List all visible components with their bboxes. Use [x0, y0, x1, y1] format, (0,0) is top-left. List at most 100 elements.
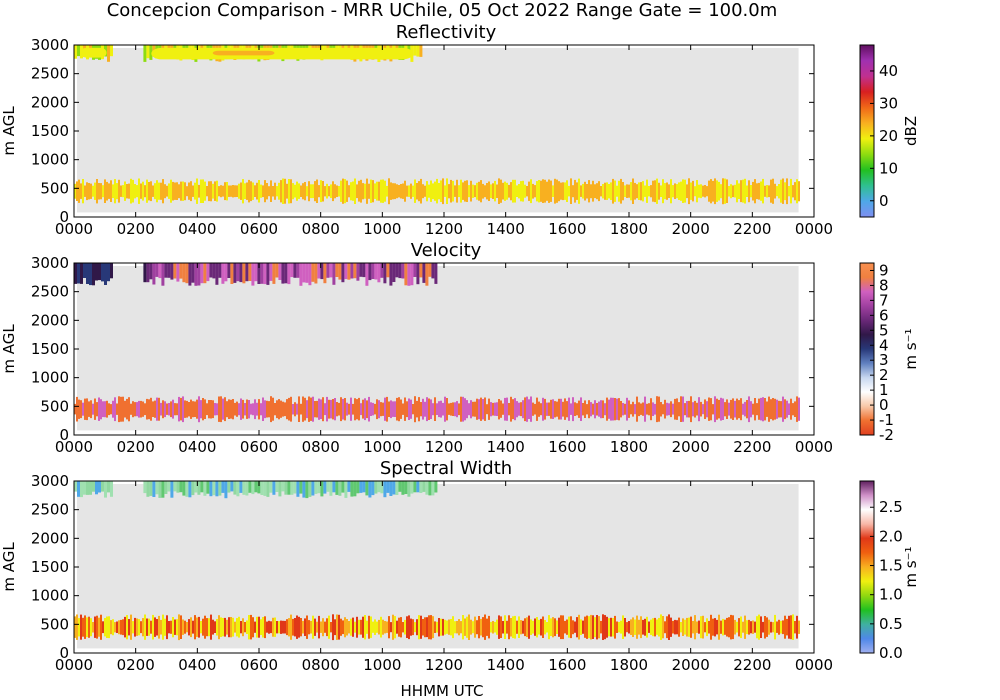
echo-column — [560, 182, 562, 200]
echo-column — [596, 403, 598, 416]
echo-column — [88, 183, 90, 200]
echo-column — [454, 621, 456, 634]
echo-column — [200, 481, 204, 493]
echo-column — [86, 182, 88, 201]
echo-column — [526, 396, 528, 422]
echo-column — [310, 397, 312, 421]
echo-column — [762, 621, 764, 633]
echo-column — [632, 401, 634, 417]
lower-echo-band — [74, 396, 800, 423]
echo-column — [352, 617, 354, 637]
echo-column — [158, 263, 162, 279]
echo-column — [792, 403, 794, 416]
echo-column — [736, 180, 738, 203]
echo-column — [442, 178, 444, 205]
echo-column — [436, 403, 438, 415]
echo-column — [710, 398, 712, 421]
echo-column — [275, 263, 279, 278]
echo-column — [774, 398, 776, 420]
echo-column — [796, 615, 798, 639]
echo-column — [434, 181, 436, 201]
echo-column — [392, 183, 394, 200]
echo-column — [196, 178, 198, 204]
echo-column — [534, 403, 536, 415]
echo-column — [614, 398, 616, 421]
echo-column — [118, 620, 120, 635]
echo-column — [224, 397, 226, 422]
echo-column — [546, 402, 548, 416]
echo-column — [648, 621, 650, 633]
echo-column — [302, 396, 304, 422]
echo-column — [638, 182, 640, 200]
echo-column — [248, 481, 252, 493]
echo-column — [732, 398, 734, 420]
echo-column — [424, 401, 426, 417]
echo-column — [158, 182, 160, 200]
echo-column — [730, 399, 732, 419]
y-tick-label: 1500 — [31, 340, 69, 358]
echo-column — [362, 616, 364, 638]
echo-column — [420, 178, 422, 204]
echo-column — [796, 396, 798, 422]
echo-column — [206, 481, 210, 494]
echo-column — [240, 398, 242, 420]
echo-column — [377, 481, 381, 493]
echo-column — [80, 481, 83, 498]
echo-column — [282, 620, 284, 634]
echo-column — [620, 620, 622, 634]
echo-column — [302, 481, 306, 498]
echo-column — [600, 400, 602, 419]
echo-column — [736, 621, 738, 633]
echo-column — [368, 481, 372, 498]
echo-column — [390, 182, 392, 200]
echo-column — [648, 186, 650, 197]
echo-column — [766, 401, 768, 417]
echo-column — [788, 615, 790, 639]
echo-column — [572, 397, 574, 422]
echo-column — [425, 263, 429, 286]
echo-column — [374, 403, 376, 415]
echo-column — [536, 617, 538, 638]
echo-column — [524, 184, 526, 198]
echo-column — [790, 398, 792, 420]
echo-column — [260, 184, 262, 198]
echo-column — [654, 180, 656, 203]
echo-column — [257, 263, 261, 284]
echo-column — [510, 618, 512, 637]
echo-column — [680, 181, 682, 201]
echo-column — [498, 399, 500, 420]
echo-column — [504, 181, 506, 201]
echo-column — [302, 263, 306, 283]
echo-column — [108, 616, 110, 639]
echo-column — [698, 397, 700, 422]
echo-column — [376, 399, 378, 420]
echo-column — [714, 396, 716, 423]
echo-column — [174, 403, 176, 416]
echo-column — [233, 481, 237, 495]
echo-column — [96, 402, 98, 417]
echo-column — [136, 618, 138, 636]
echo-column — [490, 184, 492, 198]
echo-column — [638, 619, 640, 635]
echo-column — [786, 400, 788, 418]
echo-column — [636, 184, 638, 199]
echo-column — [366, 400, 368, 419]
colorbar-tick-label: 0 — [879, 192, 889, 210]
echo-column — [144, 403, 146, 416]
echo-column — [586, 615, 588, 639]
echo-column — [692, 621, 694, 634]
echo-column — [168, 183, 170, 199]
echo-column — [278, 621, 280, 634]
echo-column — [710, 179, 712, 204]
echo-column — [269, 263, 273, 281]
echo-column — [128, 183, 130, 199]
echo-column — [592, 180, 594, 202]
echo-column — [266, 621, 268, 633]
echo-column — [284, 402, 286, 417]
echo-column — [248, 263, 252, 281]
echo-column — [320, 481, 324, 497]
echo-column — [230, 399, 232, 419]
echo-column — [444, 619, 446, 635]
x-tick-label: 1200 — [425, 656, 463, 674]
echo-column — [404, 619, 406, 635]
